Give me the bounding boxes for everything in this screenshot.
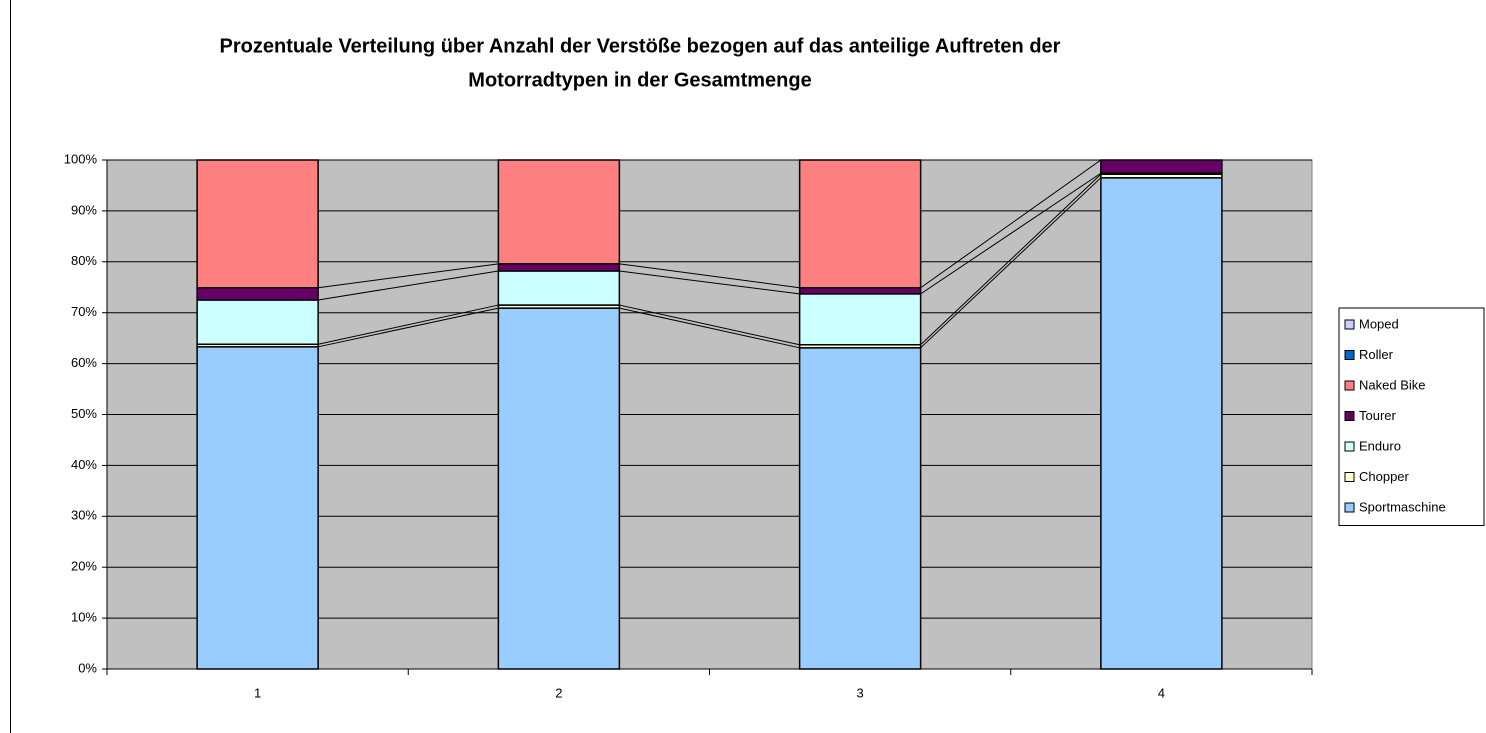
legend-swatch: [1344, 350, 1355, 360]
legend-label: Naked Bike: [1359, 377, 1425, 392]
x-tick-label: 3: [857, 685, 864, 700]
series-line: [920, 173, 1102, 346]
bar-segment: [497, 263, 621, 272]
bar-segment: [196, 299, 319, 346]
legend-label: Chopper: [1359, 469, 1410, 484]
series-line: [619, 307, 800, 349]
bar-segment: [1100, 159, 1223, 174]
bar-segment: [798, 159, 922, 289]
bar-segment: [1100, 177, 1223, 670]
bar-segment: [497, 159, 621, 265]
legend-swatch: [1344, 472, 1355, 482]
series-line: [920, 177, 1102, 349]
x-tick-label: 2: [555, 685, 562, 700]
chart-title: Prozentuale Verteilung über Anzahl der V…: [220, 35, 1061, 57]
legend-swatch: [1344, 411, 1355, 421]
y-tick-label: 80%: [71, 253, 97, 268]
y-tick-label: 100%: [64, 151, 98, 166]
y-tick-label: 60%: [71, 355, 97, 370]
series-line: [619, 263, 800, 289]
bar-segment: [497, 270, 621, 306]
y-tick-label: 0%: [78, 660, 97, 675]
y-tick-label: 20%: [71, 559, 97, 574]
legend-box: [1338, 307, 1485, 526]
series-line: [920, 159, 1102, 289]
y-tick-label: 30%: [71, 508, 97, 523]
y-tick-label: 70%: [71, 304, 97, 319]
y-tick-label: 90%: [71, 202, 97, 217]
bar-segment: [196, 287, 319, 301]
chart-title: Motorradtypen in der Gesamtmenge: [468, 69, 811, 91]
legend-swatch: [1344, 441, 1355, 452]
series-line: [318, 263, 499, 289]
legend-label: Tourer: [1359, 408, 1397, 423]
legend-label: Moped: [1359, 316, 1399, 331]
series-line: [619, 304, 800, 346]
y-tick-label: 10%: [71, 610, 97, 625]
y-tick-label: 50%: [71, 406, 97, 421]
y-tick-label: 40%: [71, 457, 97, 472]
series-line: [920, 172, 1102, 295]
bar-segment: [196, 346, 319, 670]
bar-segment: [497, 307, 621, 670]
series-line: [318, 270, 499, 301]
legend-label: Roller: [1359, 347, 1394, 362]
legend-label: Sportmaschine: [1359, 499, 1446, 514]
x-tick-label: 4: [1158, 685, 1165, 700]
legend-label: Enduro: [1359, 438, 1401, 453]
series-line: [619, 270, 800, 295]
legend-swatch: [1344, 319, 1355, 330]
series-line: [318, 304, 499, 345]
bar-segment: [798, 287, 922, 295]
bar-segment: [798, 347, 922, 670]
bar-segment: [196, 159, 319, 289]
legend-swatch: [1344, 380, 1355, 391]
series-line: [318, 307, 499, 348]
legend-swatch: [1344, 502, 1355, 513]
bar-segment: [798, 293, 922, 346]
x-tick-label: 1: [254, 685, 261, 700]
